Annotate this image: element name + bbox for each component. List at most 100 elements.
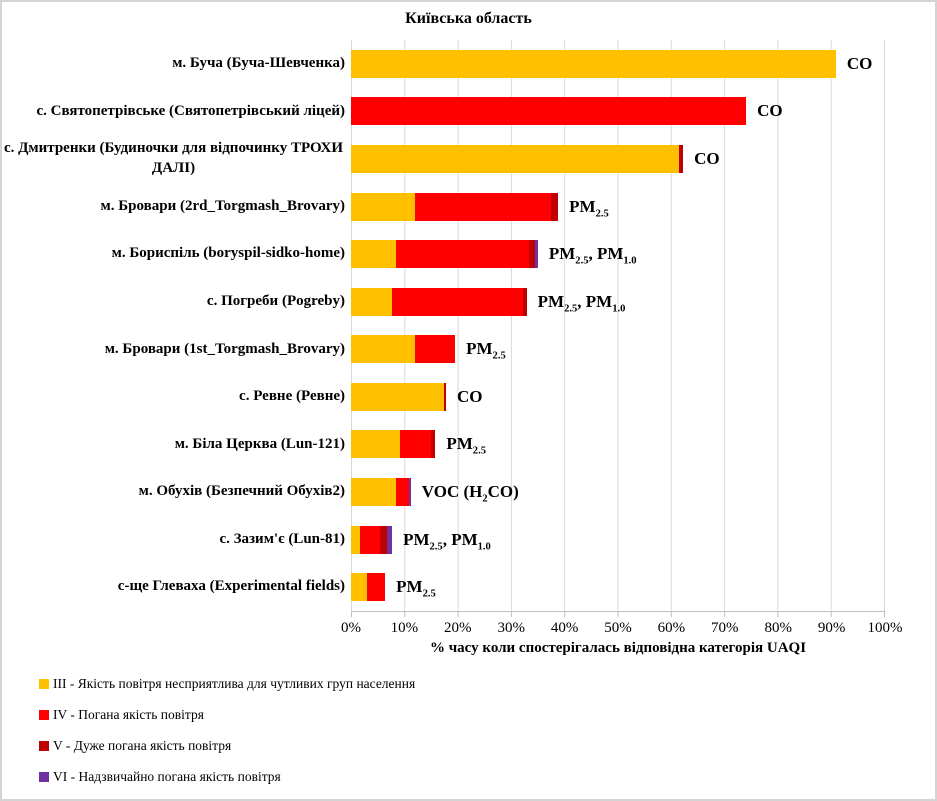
bar-value-label: PM2.5: [446, 434, 486, 457]
category-label-text: м. Обухів (Безпечний Обухів2): [138, 483, 345, 500]
category-label: с. Погреби (Pogreby): [2, 292, 351, 312]
category-label: с. Ревне (Ревне): [2, 387, 351, 407]
bar-value-label: PM2.5, PM1.0: [403, 529, 491, 552]
legend-swatch-VI: [39, 771, 49, 782]
bar-segment-III: [351, 430, 400, 459]
legend-label: III - Якість повітря несприятлива для чу…: [53, 675, 416, 691]
legend-label: VI - Надзвичайно погана якість повітря: [53, 768, 281, 784]
category-label-text: м. Бровари (1st_Torgmash_Brovary): [104, 340, 345, 357]
legend-swatch-V: [39, 740, 49, 751]
x-tick-label: 20%: [444, 619, 472, 636]
chart-row: м. Бровари (2rd_Torgmash_Brovary) PM2.5: [2, 183, 935, 231]
x-axis-tick-labels: 0% 10% 20% 30% 40% 50% 60% 70% 80% 90% 100%: [341, 617, 903, 639]
legend-item: VI - Надзвичайно погана якість повітря: [39, 768, 935, 786]
bar-value-label: CO: [457, 386, 483, 406]
bar-segment-III: [351, 382, 444, 411]
bar-segment-V: [443, 382, 447, 411]
bar-segment-IV: [396, 477, 409, 506]
bar-value-label: PM2.5: [569, 196, 609, 219]
legend-swatch-III: [39, 678, 49, 689]
bar-segment-III: [351, 477, 397, 506]
legend-label: IV - Погана якість повітря: [53, 706, 204, 722]
category-label-text: м. Бориспіль (boryspil-sidko-home): [111, 245, 345, 262]
gridlines: [351, 40, 885, 611]
legend-item: III - Якість повітря несприятлива для чу…: [39, 675, 935, 693]
bar-segment-V: [528, 240, 535, 269]
bar: CO: [351, 135, 885, 183]
bar-segment-III: [351, 144, 679, 173]
x-tick-label: 90%: [817, 619, 846, 636]
x-tick-label: 0%: [341, 619, 361, 636]
x-tick-label: 100%: [867, 619, 903, 636]
bar: PM2.5: [351, 325, 885, 373]
chart-row: м. Буча (Буча-Шевченка) CO: [2, 40, 935, 88]
bar-value-label: PM2.5: [396, 577, 436, 600]
bar: CO: [351, 88, 885, 136]
chart-row: с. Ревне (Ревне) CO: [2, 373, 935, 421]
x-axis-title: % часу коли спостерігалась відповідна ка…: [429, 639, 807, 656]
bar-segment-V: [431, 430, 436, 459]
x-tick-label: 40%: [550, 619, 579, 636]
category-label-text: с. Святопетрівське (Святопетрівський ліц…: [36, 102, 345, 119]
legend: III - Якість повітря несприятлива для чу…: [39, 675, 935, 786]
bar-segment-III: [351, 49, 836, 78]
bar-value-label: CO: [846, 53, 873, 73]
bar-segment-III: [351, 287, 393, 316]
x-tick-label: 50%: [604, 619, 632, 636]
bar-value-label: PM2.5, PM1.0: [548, 244, 637, 267]
x-tick-label: 70%: [711, 619, 739, 636]
category-label: с. Дмитренки (Будиночки для відпочинку Т…: [2, 139, 351, 178]
bar-value-label: PM2.5, PM1.0: [537, 291, 626, 315]
x-tick-label: 80%: [764, 619, 792, 636]
chart-row: с. Дмитренки (Будиночки для відпочинку Т…: [2, 135, 935, 183]
x-tick-label: 60%: [657, 619, 686, 636]
bar-value-label: PM2.5: [466, 339, 506, 362]
bar: CO: [351, 373, 885, 421]
x-axis-ticks: [351, 610, 885, 617]
bar-segment-IV: [351, 97, 747, 126]
bar-segment-VI: [387, 525, 393, 554]
bar-segment-III: [351, 525, 360, 554]
bar-segment-IV: [399, 430, 432, 459]
chart-title: Київська область: [405, 10, 532, 27]
category-label: с. Зазим'є (Lun-81): [2, 530, 351, 550]
x-tick-label: 30%: [497, 619, 525, 636]
bar-segment-III: [351, 240, 397, 269]
bar-segment-III: [351, 335, 415, 364]
legend-label: V - Дуже погана якість повітря: [53, 737, 232, 753]
bar-segment-III: [351, 573, 368, 602]
legend-item: V - Дуже погана якість повітря: [39, 737, 935, 755]
bar-value-label: CO: [757, 101, 783, 121]
bar-segment-V: [523, 287, 527, 316]
category-label-text: с-ще Глеваха (Experimental fields): [117, 578, 345, 595]
bar-value-label: CO: [694, 148, 720, 168]
bar-segment-VI: [534, 240, 538, 269]
category-label: м. Бровари (2rd_Torgmash_Brovary): [2, 197, 351, 217]
category-label: с. Святопетрівське (Святопетрівський ліц…: [2, 102, 351, 122]
category-label-text: с. Зазим'є (Lun-81): [219, 530, 345, 547]
category-label: м. Буча (Буча-Шевченка): [2, 54, 351, 74]
chart-row: с. Святопетрівське (Святопетрівський ліц…: [2, 88, 935, 136]
category-label-text: м. Бровари (2rd_Torgmash_Brovary): [100, 197, 345, 214]
category-label-text: м. Біла Церква (Lun-121): [174, 435, 345, 452]
category-label: м. Обухів (Безпечний Обухів2): [2, 482, 351, 502]
chart-row: с. Погреби (Pogreby) PM2.5, PM1.0: [2, 278, 935, 326]
bar-segment-IV: [367, 573, 386, 602]
category-label: с-ще Глеваха (Experimental fields): [2, 577, 351, 597]
bar-segment-IV: [396, 240, 529, 269]
bar: PM2.5, PM1.0: [351, 278, 885, 326]
bar-segment-IV: [392, 287, 524, 316]
bar: PM2.5, PM1.0: [351, 230, 885, 278]
chart-row: м. Бровари (1st_Torgmash_Brovary) PM2.5: [2, 325, 935, 373]
bar-value-label: VOC (H2CO): [421, 481, 519, 505]
legend-item: IV - Погана якість повітря: [39, 706, 935, 724]
bar-segment-V: [678, 144, 684, 173]
bar: PM2.5: [351, 183, 885, 231]
category-label: м. Біла Церква (Lun-121): [2, 435, 351, 455]
bar-segment-IV: [359, 525, 381, 554]
bar-segment-V: [380, 525, 388, 554]
bar-segment-IV: [414, 335, 456, 364]
x-tick-label: 10%: [390, 619, 419, 636]
chart-row: м. Біла Церква (Lun-121) PM2.5: [2, 421, 935, 469]
category-label-text: с. Погреби (Pogreby): [206, 292, 345, 309]
